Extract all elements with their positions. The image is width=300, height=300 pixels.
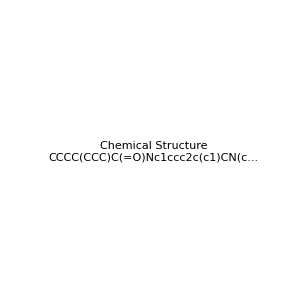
Text: Chemical Structure
CCCC(CCC)C(=O)Nc1ccc2c(c1)CN(c...: Chemical Structure CCCC(CCC)C(=O)Nc1ccc2…	[49, 141, 259, 162]
